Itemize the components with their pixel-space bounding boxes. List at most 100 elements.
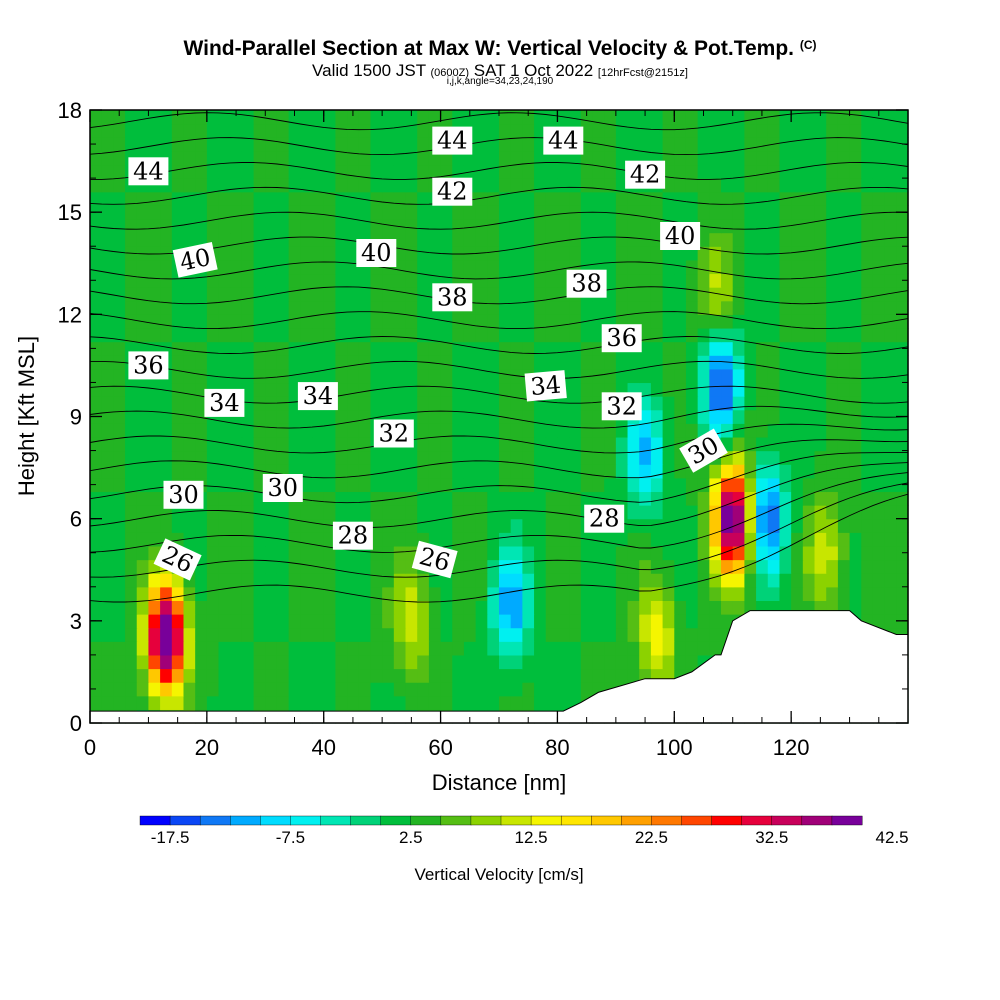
velocity-cell — [709, 110, 722, 125]
velocity-cell — [861, 218, 874, 234]
velocity-cell — [861, 205, 874, 220]
velocity-cell — [241, 668, 255, 683]
velocity-cell — [428, 505, 442, 520]
velocity-cell — [171, 287, 185, 302]
velocity-cell — [826, 532, 839, 547]
velocity-cell — [744, 586, 757, 601]
velocity-cell — [452, 409, 465, 424]
velocity-cell — [136, 205, 150, 220]
velocity-cell — [522, 409, 535, 424]
velocity-cell — [370, 614, 383, 629]
velocity-cell — [148, 695, 161, 710]
velocity-cell — [849, 600, 862, 615]
velocity-cell — [160, 218, 173, 234]
velocity-cell — [604, 668, 617, 683]
velocity-cell — [674, 123, 687, 138]
velocity-cell — [639, 491, 652, 506]
velocity-cell — [136, 627, 150, 642]
velocity-cell — [791, 409, 804, 424]
velocity-cell — [756, 314, 769, 329]
velocity-cell — [592, 368, 605, 384]
velocity-cell — [300, 654, 313, 670]
velocity-cell — [662, 614, 675, 629]
velocity-cell — [837, 314, 851, 329]
velocity-cell — [312, 178, 325, 193]
velocity-cell — [826, 123, 839, 138]
velocity-cell — [604, 355, 617, 370]
velocity-cell — [522, 491, 535, 506]
velocity-cell — [732, 232, 745, 247]
velocity-cell — [721, 532, 734, 547]
velocity-cell — [662, 586, 675, 601]
velocity-cell — [347, 491, 360, 506]
velocity-cell — [288, 287, 301, 302]
velocity-cell — [323, 355, 336, 370]
velocity-cell — [534, 246, 547, 261]
velocity-cell — [323, 191, 336, 206]
velocity-cell — [884, 436, 897, 452]
velocity-cell — [569, 368, 582, 384]
velocity-cell — [896, 505, 909, 520]
velocity-cell — [101, 586, 114, 601]
velocity-cell — [767, 218, 781, 234]
velocity-cell — [265, 668, 278, 683]
colorbar-swatch — [380, 815, 412, 826]
velocity-cell — [101, 518, 114, 533]
velocity-cell — [312, 491, 325, 506]
velocity-cell — [136, 123, 150, 138]
velocity-cell — [487, 600, 500, 615]
velocity-cell — [650, 600, 664, 615]
velocity-cell — [405, 614, 418, 629]
velocity-cell — [650, 191, 664, 206]
velocity-cell — [826, 450, 839, 465]
velocity-cell — [604, 586, 617, 601]
velocity-cell — [884, 273, 897, 288]
velocity-cell — [756, 123, 769, 138]
velocity-cell — [697, 614, 710, 629]
velocity-cell — [370, 532, 383, 547]
velocity-cell — [347, 586, 360, 601]
velocity-cell — [463, 259, 477, 275]
velocity-cell — [569, 409, 582, 424]
velocity-cell — [685, 614, 699, 629]
velocity-cell — [183, 327, 196, 343]
velocity-cell — [896, 464, 909, 479]
velocity-cell — [463, 505, 477, 520]
velocity-cell — [779, 464, 792, 479]
velocity-cell — [580, 341, 594, 356]
theta-label-box — [524, 370, 567, 402]
velocity-cell — [814, 355, 827, 370]
velocity-cell — [756, 518, 769, 533]
velocity-cell — [826, 137, 839, 152]
velocity-cell — [160, 137, 173, 152]
theta-label-box — [332, 521, 373, 550]
velocity-cell — [662, 341, 675, 356]
velocity-cell — [113, 273, 126, 288]
velocity-cell — [732, 559, 745, 574]
velocity-cell — [417, 287, 430, 302]
velocity-cell — [615, 246, 629, 261]
velocity-cell — [615, 532, 629, 547]
velocity-cell — [230, 627, 243, 642]
velocity-cell — [650, 654, 664, 670]
velocity-cell — [230, 300, 243, 315]
velocity-cell — [90, 695, 103, 710]
x-tick-label: 80 — [545, 735, 569, 760]
velocity-cell — [382, 477, 395, 493]
velocity-cell — [522, 682, 535, 697]
velocity-cell — [288, 246, 301, 261]
velocity-cell — [872, 614, 886, 629]
velocity-cell — [288, 110, 301, 125]
velocity-cell — [685, 396, 699, 411]
velocity-cell — [674, 300, 687, 315]
velocity-cell — [230, 259, 243, 275]
velocity-cell — [732, 518, 745, 533]
velocity-cell — [312, 682, 325, 697]
velocity-cell — [276, 273, 290, 288]
velocity-cell — [884, 600, 897, 615]
velocity-cell — [837, 409, 851, 424]
velocity-cell — [148, 314, 161, 329]
velocity-cell — [136, 668, 150, 683]
velocity-cell — [779, 436, 792, 452]
velocity-cell — [358, 627, 372, 642]
